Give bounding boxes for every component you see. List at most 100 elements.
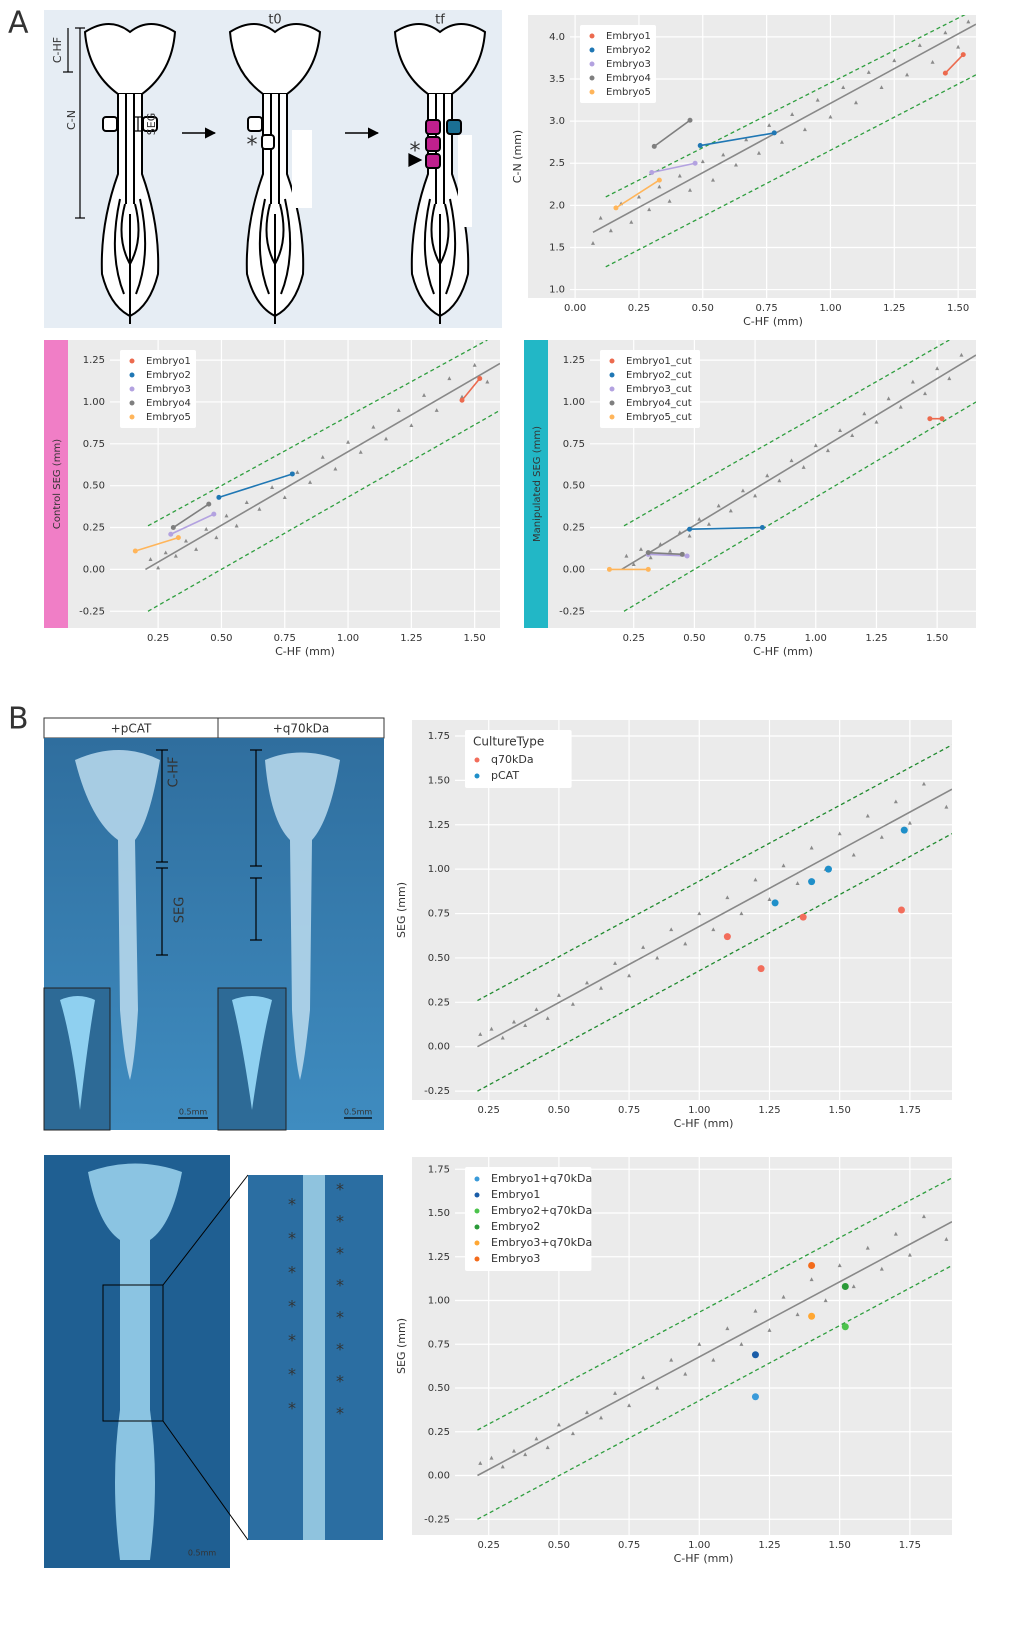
legend-label: Embryo2_cut	[626, 370, 692, 381]
background-point	[923, 391, 928, 396]
background-point	[584, 1410, 589, 1415]
data-point	[927, 416, 933, 422]
background-point	[485, 379, 490, 384]
x-tick-label: 1.25	[758, 1105, 780, 1116]
background-point	[893, 1231, 898, 1236]
y-tick-label: 2.0	[549, 200, 565, 211]
background-point	[346, 439, 351, 444]
y-axis-label: SEG (mm)	[395, 1318, 408, 1374]
y-tick-label: 0.00	[428, 1471, 450, 1482]
legend-marker	[129, 400, 135, 406]
legend-label: Embryo2	[606, 45, 651, 56]
legend-marker	[609, 386, 615, 392]
x-tick-label: 0.75	[755, 303, 777, 314]
legend-marker	[609, 400, 615, 406]
legend-box	[465, 730, 572, 788]
y-tick-label: 0.25	[563, 523, 585, 534]
legend-label: Embryo4	[606, 73, 651, 84]
data-point	[960, 52, 966, 58]
data-point	[692, 160, 698, 166]
x-tick-label: 0.75	[744, 633, 766, 644]
background-point	[697, 1342, 702, 1346]
background-point	[478, 1461, 483, 1465]
inset-embryo	[60, 996, 95, 1110]
data-point	[613, 205, 619, 211]
background-point	[214, 535, 219, 540]
background-point	[710, 177, 715, 182]
photo-label: SEG	[173, 897, 188, 924]
y-axis-label: C-N (mm)	[511, 130, 524, 183]
background-point	[224, 513, 229, 518]
legend-marker	[129, 372, 135, 378]
background-point	[636, 194, 641, 199]
background-point	[862, 411, 867, 416]
legend-marker	[589, 47, 595, 53]
data-point	[645, 550, 651, 556]
background-point	[638, 547, 643, 551]
background-point	[333, 466, 338, 471]
background-point	[460, 394, 465, 399]
zoom-star: *	[288, 1399, 296, 1418]
x-tick-label: 1.50	[829, 1105, 851, 1116]
diagram-star: *	[247, 133, 258, 158]
legend-label: Embryo1+q70kDa	[491, 1172, 592, 1185]
legend-marker	[474, 1192, 480, 1198]
y-tick-label: 3.5	[549, 74, 565, 85]
legend-title: CultureType	[473, 735, 544, 749]
embryo-photo	[88, 1163, 182, 1560]
y-tick-label: 3.0	[549, 116, 565, 127]
background-point	[371, 424, 376, 429]
background-point	[434, 408, 439, 412]
zoom-star: *	[288, 1297, 296, 1316]
legend-marker	[589, 33, 595, 39]
background-point	[837, 831, 842, 836]
fit-line	[145, 362, 500, 571]
series-line	[700, 132, 775, 147]
y-tick-label: -0.25	[559, 606, 585, 617]
background-point	[795, 1312, 800, 1317]
series-line	[651, 162, 696, 174]
legend-marker	[474, 1256, 480, 1262]
background-point	[282, 495, 287, 499]
scale-bar-label: 0.5mm	[344, 1108, 373, 1117]
zoom-star: *	[336, 1308, 344, 1327]
legend-box	[600, 350, 700, 428]
series-line	[648, 551, 683, 556]
background-point	[384, 436, 389, 441]
legend-marker	[474, 1208, 480, 1214]
chart: 0.25 0.50 0.75 1.00 1.25 1.50 1.75 -0.25 0.00 0.2…	[395, 720, 952, 1130]
background-point	[584, 980, 589, 985]
y-tick-label: -0.25	[424, 1514, 450, 1525]
diagram-label: SEG	[145, 113, 158, 135]
y-tick-label: 0.75	[428, 1339, 450, 1350]
legend-marker	[589, 61, 595, 67]
background-point	[545, 1016, 550, 1020]
legend-label: q70kDa	[491, 753, 534, 766]
background-point	[874, 419, 879, 424]
legend-label: Embryo1_cut	[626, 356, 692, 367]
series-line	[461, 378, 481, 401]
background-point	[790, 112, 795, 116]
background-point	[590, 241, 595, 245]
brackets	[63, 27, 423, 219]
data-point	[759, 525, 765, 531]
background-point	[669, 927, 674, 932]
legend-label: Embryo4	[146, 398, 191, 409]
background-point	[795, 881, 800, 885]
background-point	[511, 1448, 516, 1453]
background-point	[683, 1371, 688, 1376]
legend-label: Embryo3+q70kDa	[491, 1236, 592, 1249]
data-point	[771, 899, 779, 907]
data-point	[942, 70, 948, 76]
zoom-embryo	[303, 1175, 325, 1540]
legend-marker	[589, 75, 595, 81]
x-tick-label: 1.50	[926, 633, 948, 644]
x-tick-label: 0.25	[478, 1540, 500, 1551]
series-line	[615, 179, 660, 209]
panel-label: B	[8, 702, 29, 737]
background-point	[683, 941, 688, 946]
background-point	[156, 565, 161, 570]
background-point	[657, 184, 662, 189]
x-tick-label: 0.75	[274, 633, 296, 644]
